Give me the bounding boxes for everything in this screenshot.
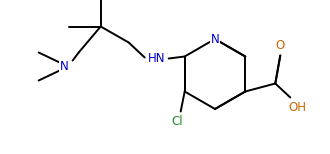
Text: OH: OH: [288, 101, 306, 114]
Text: N: N: [211, 32, 219, 45]
Text: Cl: Cl: [171, 115, 182, 128]
Text: HN: HN: [148, 52, 165, 65]
Text: N: N: [60, 60, 69, 73]
Text: O: O: [276, 39, 285, 52]
